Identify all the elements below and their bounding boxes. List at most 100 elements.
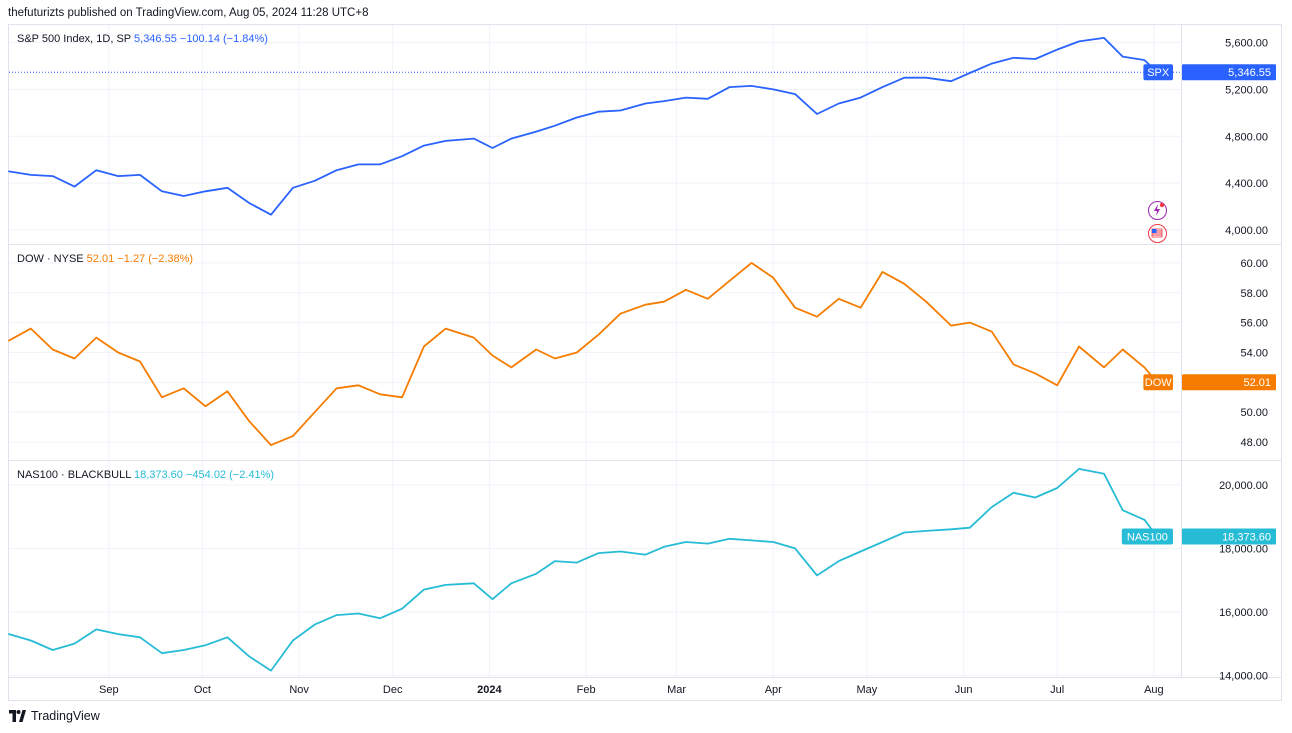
dow-data-point [203,404,208,409]
spx-data-point [534,129,539,134]
spx-data-point [159,189,164,194]
spx-data-point [138,172,143,177]
nas-data-point [858,549,863,554]
nas-data-point [471,581,476,586]
dow-data-point [1120,347,1125,352]
dow-data-point [334,386,339,391]
us-flag-event-icon[interactable] [1148,224,1167,243]
nas-data-point [1142,517,1147,522]
dow-price-tick-label: 58.00 [1240,288,1268,300]
nas-data-point [50,648,55,653]
time-tick-label: Mar [667,684,686,696]
spx-data-point [378,162,383,167]
nas-data-point [534,571,539,576]
spx-data-point [181,193,186,198]
spx-data-point [116,174,121,179]
nas-data-point [116,632,121,637]
dow-data-point [1033,371,1038,376]
nas-legend-price: 18,373.60 [134,469,186,481]
lightning-event-icon[interactable] [1148,201,1167,220]
spx-data-point [490,145,495,150]
dow-legend[interactable]: DOW · NYSE 52.01 −1.27 (−2.38%) [17,253,193,265]
dow-data-point [159,395,164,400]
dow-data-point [858,305,863,310]
dow-data-point [94,335,99,340]
dow-data-point [421,344,426,349]
spx-data-point [858,95,863,100]
nas-data-point [269,668,274,673]
dow-ticker-tag [1143,374,1173,391]
dow-data-point [138,359,143,364]
nas-data-point [814,573,819,578]
dow-data-point [749,260,754,265]
dow-data-point [509,365,514,370]
dow-data-point [443,326,448,331]
spx-data-point [618,108,623,113]
spx-data-point [247,201,252,206]
spx-data-point [356,162,361,167]
tradingview-logo-icon [9,710,26,722]
nas-data-point [705,541,710,546]
nas-legend[interactable]: NAS100 · BLACKBULL 18,373.60 −454.02 (−2… [17,469,274,481]
time-tick-label: Aug [1144,684,1164,696]
dow-price-tick-label: 60.00 [1240,258,1268,270]
dow-data-point [247,419,252,424]
dow-data-point [596,332,601,337]
spx-data-point [1011,55,1016,60]
dow-price-tick-label: 54.00 [1240,348,1268,360]
spx-legend[interactable]: S&P 500 Index, 1D, SP 5,346.55 −100.14 (… [17,33,268,45]
nas-data-point [836,559,841,564]
nas-series-line [8,467,1158,672]
spx-data-point [880,85,885,90]
spx-data-point [269,212,274,217]
spx-legend-name: S&P 500 Index, 1D, SP [17,33,134,45]
spx-data-point [471,136,476,141]
spx-ticker-tag-label: SPX [1147,67,1170,79]
nas-data-point [290,638,295,643]
nas-data-point [949,527,954,532]
dow-data-point [50,347,55,352]
nas-data-point [421,587,426,592]
dow-data-point [1055,383,1060,388]
dow-data-point [490,353,495,358]
nas-data-point [1101,471,1106,476]
tradingview-brand[interactable]: TradingView [9,709,100,723]
spx-data-point [1142,58,1147,63]
time-tick-label: Sep [99,684,119,696]
nas-data-point [552,559,557,564]
spx-data-point [574,115,579,120]
nas-data-point [356,611,361,616]
spx-data-point [50,174,55,179]
spx-data-point [727,85,732,90]
spx-price-tick-label: 4,400.00 [1225,178,1268,190]
spx-data-point [509,136,514,141]
nas-data-point [7,632,12,637]
dow-data-point [574,350,579,355]
nas-data-point [138,635,143,640]
spx-data-point [312,178,317,183]
dow-data-point [28,326,33,331]
nas-data-point [1120,508,1125,513]
nas-data-point [203,643,208,648]
spx-data-point [683,95,688,100]
dow-price-tick-label: 48.00 [1240,437,1268,449]
dow-data-point [727,278,732,283]
spx-data-point [924,75,929,80]
spx-price-tick-label: 5,600.00 [1225,38,1268,50]
dow-price-tick-label: 50.00 [1240,407,1268,419]
time-tick-label: May [856,684,877,696]
spx-price-tag [1182,64,1276,81]
dow-data-point [7,338,12,343]
nas-price-tick-label: 14,000.00 [1219,670,1268,682]
spx-data-point [771,87,776,92]
spx-data-point [643,101,648,106]
chart-frame [8,24,1282,701]
dow-data-point [312,410,317,415]
spx-price-tick-label: 4,800.00 [1225,131,1268,143]
nas-data-point [880,540,885,545]
dow-price-tick-label: 56.00 [1240,318,1268,330]
dow-series-line [8,261,1158,447]
spx-data-point [705,96,710,101]
nas-price-tag [1182,528,1276,545]
